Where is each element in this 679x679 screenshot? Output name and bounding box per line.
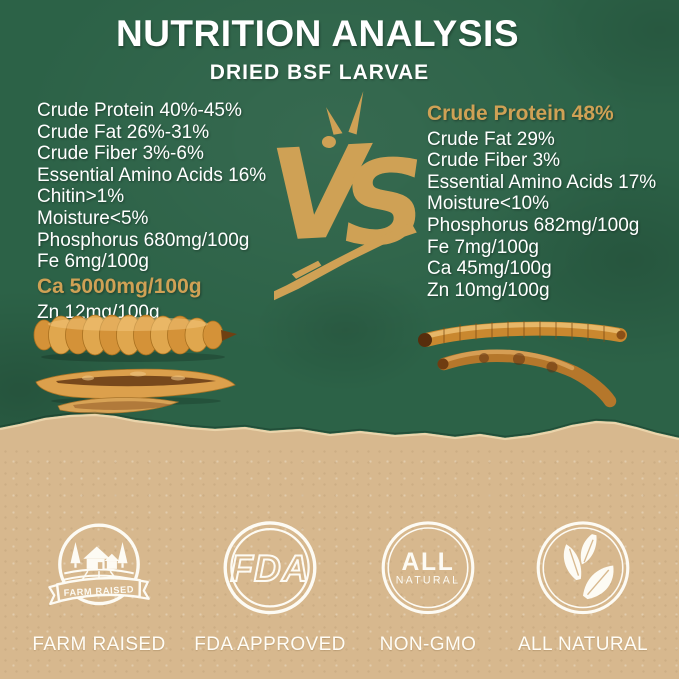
nutrition-line: Ca 45mg/100g	[427, 258, 552, 280]
nutrition-line: Chitin>1%	[37, 186, 125, 208]
brush-splash	[326, 107, 343, 135]
badge-non-gmo: ALL NATURAL NON-GMO	[343, 514, 513, 656]
nutrition-line: Crude Fat 26%-31%	[37, 121, 210, 143]
nutrition-line: Essential Amino Acids 17%	[427, 171, 657, 193]
brush-splash	[321, 135, 336, 148]
page-subtitle: DRIED BSF LARVAE	[209, 61, 430, 84]
vs-letter-s: S	[339, 134, 424, 273]
bsf-nutrition-list: Crude Protein 40%-45% Crude Fat 26%-31% …	[37, 100, 266, 324]
badge-all-natural: ALL NATURAL	[498, 514, 668, 656]
badge-farm-raised: FARM RAISED FARM RAISED	[14, 514, 184, 656]
nutrition-line: Moisture<10%	[427, 193, 549, 215]
farm-banner-text: FARM RAISED	[63, 584, 134, 598]
nutrition-highlight-calcium: Ca 5000mg/100g	[37, 274, 202, 298]
farm-raised-badge-icon: FARM RAISED	[48, 523, 150, 606]
page-title: NUTRITION ANALYSIS	[115, 13, 519, 54]
torn-paper-edge	[0, 411, 679, 679]
badge-label-farm-raised: FARM RAISED	[32, 634, 166, 655]
leaves-badge-icon	[536, 521, 630, 615]
badge-fda-approved: FDA FDA APPROVED	[185, 514, 355, 656]
nutrition-line: Phosphorus 682mg/100g	[427, 214, 640, 236]
badge-label-non-gmo: NON-GMO	[379, 634, 477, 655]
brush-swoosh	[274, 222, 417, 308]
brush-splash	[348, 91, 364, 135]
nutrition-line: Crude Fat 29%	[427, 128, 555, 150]
nutrition-line: Essential Amino Acids 16%	[37, 164, 267, 186]
nutrition-line: Crude Fiber 3%	[427, 150, 561, 172]
seal-text-all: ALL	[402, 549, 455, 576]
vs-brush-graphic: V S VS	[274, 91, 424, 308]
nutrition-line: Zn 10mg/100g	[427, 279, 550, 301]
bsf-larvae-photo	[33, 314, 237, 414]
vs-letter-v: V	[274, 118, 379, 270]
all-natural-seal-icon: ALL NATURAL	[381, 521, 475, 615]
badge-label-all-natural: ALL NATURAL	[517, 634, 649, 655]
nutrition-line: Phosphorus 680mg/100g	[37, 229, 250, 251]
nutrition-line: Fe 7mg/100g	[427, 236, 539, 258]
fda-letters: FDA	[230, 548, 309, 589]
mealworm-larvae-photo	[418, 321, 627, 408]
nutrition-line: Crude Fiber 3%-6%	[37, 143, 204, 165]
fda-badge-icon: FDA	[223, 521, 317, 615]
badge-label-fda-approved: FDA APPROVED	[194, 634, 346, 655]
seal-text-natural: NATURAL	[396, 574, 460, 586]
competitor-nutrition-list: Crude Protein 48% Crude Fat 29% Crude Fi…	[427, 103, 656, 301]
nutrition-highlight-protein: Crude Protein 48%	[427, 102, 614, 125]
nutrition-line: Fe 6mg/100g	[37, 251, 149, 273]
brush-fleck	[291, 260, 322, 279]
nutrition-line: Crude Protein 40%-45%	[37, 100, 242, 121]
nutrition-line: Moisture<5%	[37, 207, 149, 229]
